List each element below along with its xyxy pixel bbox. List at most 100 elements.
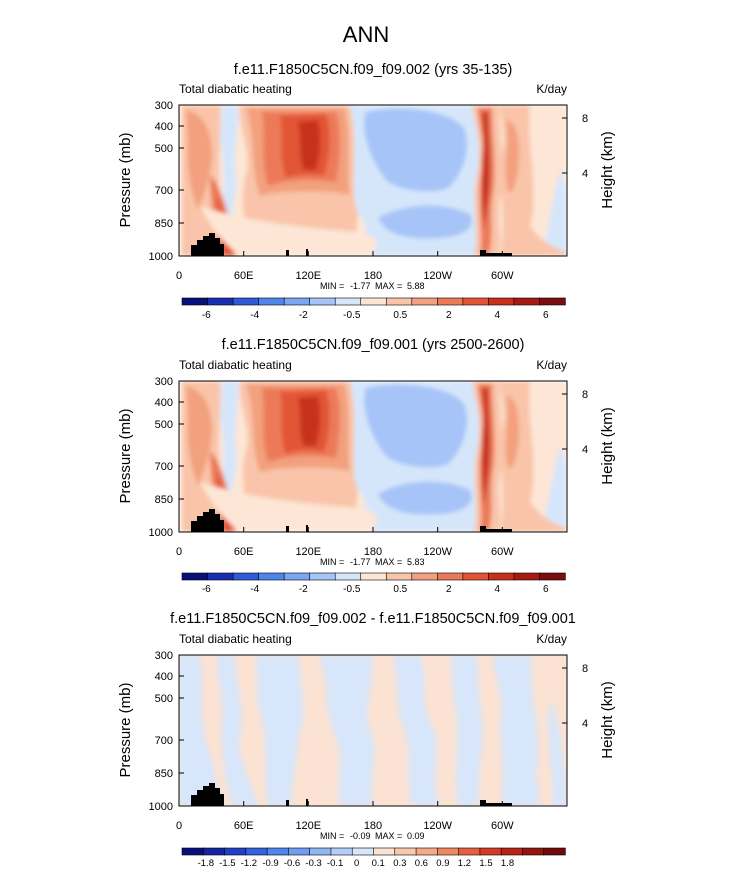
colorbar-swatch <box>488 297 515 306</box>
colorbar-swatch <box>539 297 566 306</box>
colorbar-swatch <box>288 847 311 856</box>
y-tick-label: 300 <box>155 100 173 112</box>
colorbar-swatch <box>309 297 336 306</box>
x-tick-label: 120E <box>295 820 321 832</box>
colorbar-swatch <box>415 847 439 856</box>
colorbar-swatch <box>513 297 541 306</box>
panel-left-label: Total diabatic heating <box>179 358 292 372</box>
figure-title: ANN <box>343 22 389 47</box>
colorbar-swatch <box>334 572 362 581</box>
colorbar-label: 0.6 <box>415 858 428 869</box>
colorbar-swatch <box>181 297 209 306</box>
land-mask <box>191 783 512 806</box>
max-label: MAX = <box>375 831 402 841</box>
colorbar-label: -1.8 <box>198 858 214 869</box>
colorbar-swatch <box>522 847 545 856</box>
colorbar-label: 0.5 <box>393 584 407 595</box>
x-tick-label: 60E <box>234 820 254 832</box>
contour-band <box>481 388 490 506</box>
colorbar-label: 0 <box>354 858 359 869</box>
y-tick-label: 400 <box>155 671 173 683</box>
contour-band <box>186 386 212 486</box>
land-patch <box>286 800 289 806</box>
colorbar-swatch <box>385 297 413 306</box>
panel-3: f.e11.F1850C5CN.f09_f09.002 - f.e11.F185… <box>117 611 616 869</box>
colorbar-swatch <box>224 847 247 856</box>
colorbar-label: 6 <box>543 584 549 595</box>
y-right-tick-label: 4 <box>582 718 588 730</box>
land-patch <box>480 250 512 256</box>
colorbar-swatch <box>283 297 311 306</box>
land-patch <box>191 233 224 256</box>
colorbar-label: 4 <box>495 310 501 321</box>
colorbar-swatch <box>309 572 336 581</box>
x-tick-label: 0 <box>176 270 182 282</box>
contour-band <box>378 481 472 515</box>
contour-band <box>364 384 467 468</box>
panel-left-label: Total diabatic heating <box>179 632 292 646</box>
land-patch <box>306 799 308 806</box>
land-patch <box>306 525 308 532</box>
colorbar-swatch <box>245 847 268 856</box>
panel-units: K/day <box>536 82 567 96</box>
land-patch <box>480 800 512 806</box>
land-patch <box>286 526 289 532</box>
y-tick-label: 700 <box>155 735 173 747</box>
panel-left-label: Total diabatic heating <box>179 82 292 96</box>
contour-band <box>298 396 321 446</box>
x-axis: 0 60E 120E 180 120W 60W <box>176 527 514 558</box>
y-right-tick-label: 8 <box>582 389 588 401</box>
y-tick-label: 1000 <box>149 801 173 813</box>
x-tick-label: 60E <box>234 546 254 558</box>
negative-region <box>548 700 567 806</box>
negative-region <box>217 655 258 806</box>
x-tick-label: 120W <box>423 546 452 558</box>
colorbar-swatch <box>360 297 387 306</box>
colorbar-label: 0.5 <box>393 310 407 321</box>
negative-region <box>318 655 375 806</box>
colorbar-label: 1.2 <box>458 858 471 869</box>
panel-title: f.e11.F1850C5CN.f09_f09.002 (yrs 35-135) <box>234 62 513 78</box>
min-label: MIN = <box>320 557 344 567</box>
colorbar-label: 2 <box>446 310 452 321</box>
colorbar-label: -2 <box>299 584 308 595</box>
contour-band <box>481 112 490 230</box>
contour-band <box>220 381 239 506</box>
land-mask <box>191 233 512 256</box>
colorbar-swatch <box>437 847 460 856</box>
colorbar-swatch <box>479 847 502 856</box>
x-tick-label: 60W <box>491 546 514 558</box>
x-axis: 0 60E 120E 180 120W 60W <box>176 801 514 832</box>
colorbar-swatch <box>411 572 439 581</box>
negative-region <box>492 655 540 806</box>
negative-region <box>450 655 483 806</box>
contour-field <box>179 655 567 806</box>
colorbar-label: 0.9 <box>436 858 449 869</box>
y-axis-left: 300 400 500 700 850 1000 Pressure (mb) <box>117 376 184 539</box>
colorbar-labels: -1.8 -1.5 -1.2 -0.9 -0.6 -0.3 -0.1 0 0.1… <box>198 858 514 869</box>
colorbar-label: -2 <box>299 310 308 321</box>
colorbar-label: 0.1 <box>372 858 385 869</box>
y-tick-label: 500 <box>155 419 173 431</box>
contour-band <box>200 482 377 532</box>
contour-band <box>505 396 520 469</box>
colorbar-swatch <box>232 572 260 581</box>
colorbar-swatch <box>181 847 204 856</box>
colorbar-swatch <box>385 572 413 581</box>
colorbar-swatch <box>181 572 209 581</box>
y-tick-label: 1000 <box>149 527 173 539</box>
x-tick-label: 0 <box>176 820 182 832</box>
land-patch <box>480 526 512 532</box>
colorbar-swatch <box>437 297 464 306</box>
colorbar-label: -6 <box>202 310 211 321</box>
y-right-tick-label: 4 <box>582 444 588 456</box>
land-mask <box>191 509 512 532</box>
max-value: 5.83 <box>407 557 425 567</box>
land-patch <box>306 249 308 256</box>
y-axis-label: Pressure (mb) <box>117 682 134 777</box>
y-tick-label: 850 <box>155 218 173 230</box>
colorbar-label: -0.6 <box>284 858 300 869</box>
y-axis-label: Pressure (mb) <box>117 408 134 503</box>
colorbar: -6 -4 -2 -0.5 0.5 2 4 6 <box>181 572 566 595</box>
